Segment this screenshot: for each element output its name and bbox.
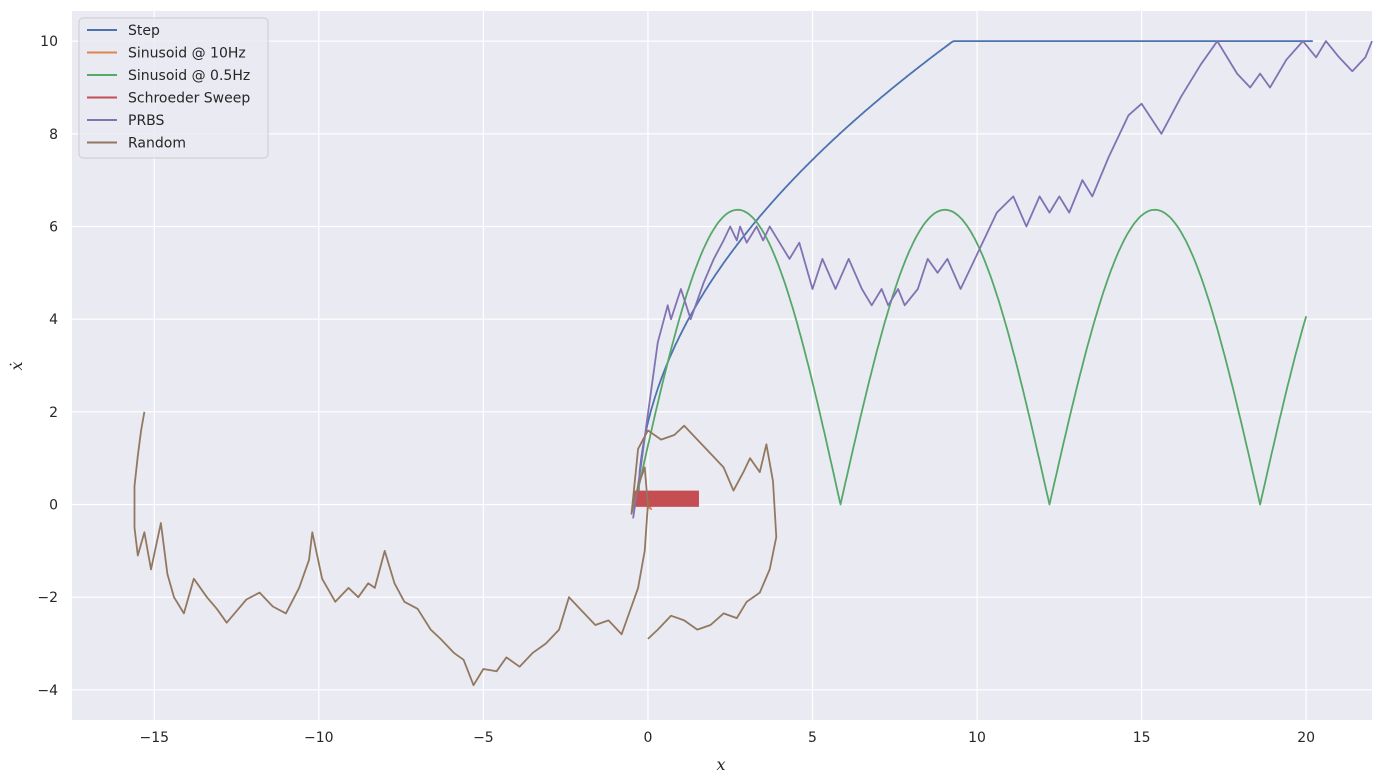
- y-tick-label: 4: [49, 312, 58, 328]
- grid: [72, 11, 1372, 720]
- x-tick-label: −15: [140, 730, 170, 746]
- y-tick-label: 8: [49, 127, 58, 143]
- legend-entry: Sinusoid @ 10Hz: [128, 46, 246, 62]
- tick-labels: −15 −10 −5 0 5 10 15 20 −4 −2 0 2 4 6 8 10: [37, 34, 1315, 746]
- x-tick-label: 0: [643, 730, 652, 746]
- x-tick-label: 10: [968, 730, 986, 746]
- y-tick-label: 2: [49, 405, 58, 421]
- y-tick-label: −2: [37, 590, 58, 606]
- x-axis-label: x: [716, 755, 725, 774]
- legend-entry: Random: [128, 136, 186, 152]
- legend-entry: PRBS: [128, 113, 165, 129]
- legend-entry: Sinusoid @ 0.5Hz: [128, 68, 250, 84]
- legend-box: [78, 17, 269, 159]
- series-random-line: [133, 411, 778, 687]
- series-schroeder-sweep-line: [633, 490, 699, 507]
- y-tick-label: 6: [49, 219, 58, 235]
- x-tick-label: −5: [473, 730, 494, 746]
- legend: Step Sinusoid @ 10Hz Sinusoid @ 0.5Hz Schro…: [78, 17, 269, 159]
- y-tick-label: 0: [49, 498, 58, 514]
- legend-entry: Schroeder Sweep: [128, 91, 250, 107]
- x-tick-label: 20: [1297, 730, 1315, 746]
- x-tick-label: 15: [1133, 730, 1151, 746]
- y-tick-label: 10: [40, 34, 58, 50]
- series-sinusoid-0-5hz-line: [633, 208, 1308, 506]
- legend-entry: Step: [128, 23, 160, 39]
- series-prbs-line: [632, 40, 1373, 519]
- series-layer: [133, 40, 1373, 687]
- y-axis-label: ẋ: [7, 361, 26, 370]
- x-tick-label: −10: [304, 730, 334, 746]
- x-tick-label: 5: [808, 730, 817, 746]
- plot-area: [72, 11, 1372, 720]
- y-tick-label: −4: [37, 683, 58, 699]
